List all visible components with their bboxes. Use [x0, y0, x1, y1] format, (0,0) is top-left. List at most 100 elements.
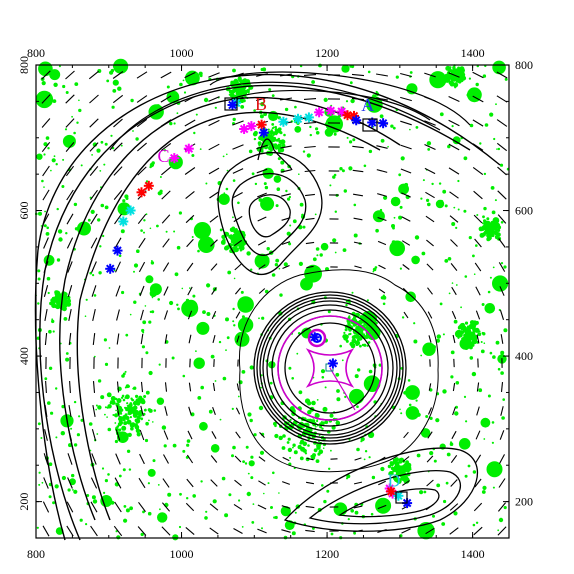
shear-dash: [452, 334, 456, 344]
noise-dot: [496, 148, 498, 150]
noise-dot: [115, 426, 118, 429]
noise-dot: [240, 105, 245, 109]
noise-dot: [142, 320, 147, 325]
noise-dot: [65, 232, 68, 235]
noise-dot: [423, 490, 427, 494]
image-marker: [325, 105, 336, 116]
noise-dot: [446, 74, 451, 78]
image-marker: [351, 115, 362, 126]
shear-dash: [92, 381, 96, 393]
noise-dot: [108, 347, 111, 349]
noise-dot: [104, 362, 109, 366]
noise-dot: [172, 534, 179, 541]
noise-dot: [85, 523, 88, 526]
noise-dot: [333, 173, 337, 177]
noise-dot: [219, 228, 223, 232]
noise-dot: [122, 372, 126, 376]
shear-dash: [68, 332, 72, 346]
noise-dot: [467, 343, 470, 347]
noise-dot: [36, 153, 43, 160]
noise-dot: [389, 240, 406, 257]
noise-dot: [210, 444, 220, 453]
noise-dot: [468, 77, 471, 80]
noise-dot: [112, 89, 117, 93]
noise-dot: [268, 142, 272, 146]
noise-dot: [453, 206, 456, 209]
noise-dot: [283, 133, 286, 137]
noise-dot: [40, 437, 43, 439]
shear-dash: [188, 382, 192, 392]
noise-dot: [110, 396, 116, 401]
noise-dot: [429, 71, 447, 89]
noise-dot: [233, 242, 237, 245]
noise-dot: [438, 182, 442, 185]
shear-dash: [42, 525, 50, 537]
noise-dot: [311, 400, 316, 406]
shear-dash: [427, 287, 433, 295]
noise-dot: [52, 330, 55, 333]
noise-dot: [304, 398, 311, 404]
noise-dot: [390, 466, 395, 471]
shear-dash: [161, 166, 171, 176]
noise-dot: [347, 518, 350, 521]
shear-dash: [498, 262, 506, 272]
noise-dot: [148, 320, 152, 324]
image-marker: [293, 113, 303, 124]
noise-dot: [436, 483, 441, 488]
shear-dash: [258, 264, 266, 270]
noise-dot: [422, 179, 425, 182]
noise-dot: [279, 293, 283, 297]
shear-dash: [65, 142, 75, 152]
noise-dot: [356, 447, 360, 452]
noise-dot: [393, 216, 396, 219]
noise-dot: [73, 400, 77, 404]
noise-dot: [104, 413, 106, 416]
noise-dot: [167, 492, 172, 497]
shear-dash: [92, 404, 96, 418]
shear-dash: [473, 526, 483, 536]
noise-dot: [134, 418, 139, 423]
shear-dash: [449, 215, 459, 223]
shear-dash: [233, 528, 243, 534]
noise-dot: [159, 189, 163, 193]
noise-dot: [206, 283, 211, 288]
noise-dot: [99, 245, 102, 248]
noise-dot: [231, 90, 234, 93]
noise-dot: [100, 140, 104, 144]
shear-dash: [256, 73, 268, 77]
image-marker: [169, 153, 180, 164]
x-tick-label-bottom: 800: [27, 547, 45, 561]
noise-dot: [322, 447, 325, 450]
noise-dot: [336, 389, 340, 393]
noise-dot: [103, 338, 107, 342]
noise-dot: [138, 395, 143, 400]
shear-dash: [400, 144, 412, 150]
noise-dot: [278, 267, 281, 270]
image-marker: [303, 112, 314, 123]
noise-dot: [47, 147, 50, 150]
noise-dot: [43, 186, 45, 188]
noise-dot: [449, 73, 452, 76]
shear-dash: [140, 333, 144, 345]
noise-dot: [231, 454, 234, 458]
noise-dot: [435, 199, 445, 209]
noise-dot: [357, 368, 361, 372]
image-marker: [118, 216, 129, 227]
noise-dot: [113, 58, 129, 74]
noise-dot: [228, 493, 232, 497]
noise-dot: [323, 499, 327, 504]
noise-dot: [467, 464, 471, 468]
critical-curve: [277, 315, 383, 421]
shear-dash: [402, 264, 410, 270]
noise-dot: [483, 438, 486, 440]
noise-dot: [248, 149, 253, 154]
image-marker: [143, 180, 154, 191]
shear-dash: [448, 96, 460, 102]
noise-dot: [274, 433, 279, 439]
noise-dot: [148, 370, 153, 376]
noise-dot: [332, 238, 337, 243]
y-tick-label-left: 400: [17, 347, 31, 365]
noise-dot: [43, 153, 46, 156]
noise-dot: [106, 392, 112, 398]
noise-dot: [56, 258, 61, 262]
